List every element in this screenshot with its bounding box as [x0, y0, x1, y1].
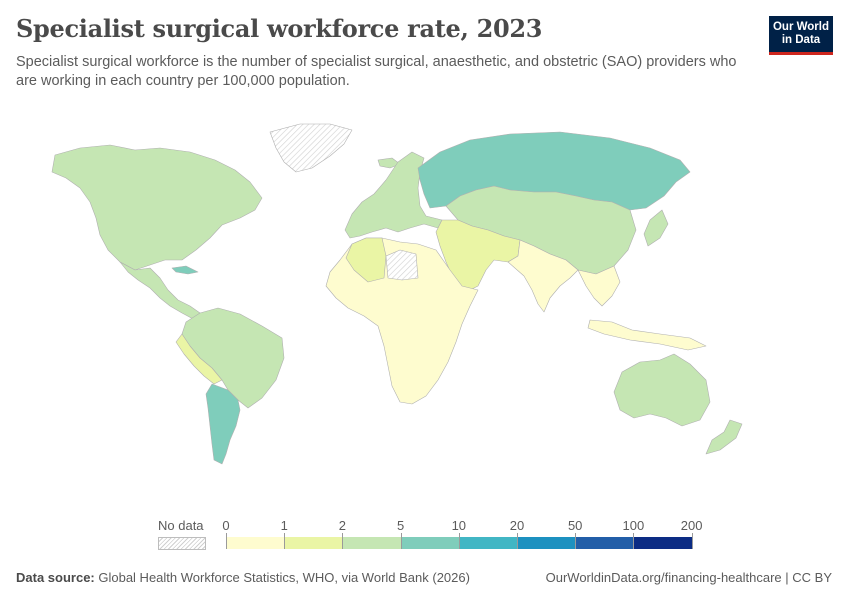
legend-bin[interactable]	[575, 537, 635, 549]
legend-bin[interactable]	[342, 537, 402, 549]
legend-tick	[226, 533, 227, 549]
owid-logo[interactable]: Our World in Data	[769, 16, 833, 55]
map-region-indonesia[interactable]	[587, 319, 707, 351]
map-region-greenland[interactable]	[269, 123, 353, 173]
legend-tick-label: 5	[396, 518, 405, 533]
legend-tick	[284, 533, 286, 549]
legend-tick	[342, 533, 344, 549]
legend-tick-label: 20	[509, 518, 525, 533]
legend-tick-label: 10	[451, 518, 467, 533]
map-region-libya[interactable]	[385, 249, 419, 281]
footer-url[interactable]: OurWorldinData.org/financing-healthcare …	[545, 570, 832, 585]
chart-subtitle: Specialist surgical workforce is the num…	[16, 54, 737, 89]
legend-tick	[458, 533, 460, 549]
map-region-peru-bolivia[interactable]	[175, 333, 223, 385]
legend-bin[interactable]	[284, 537, 344, 549]
map-region-europe[interactable]	[344, 151, 443, 239]
legend-bin[interactable]	[633, 537, 693, 549]
map-region-argentina[interactable]	[205, 383, 241, 465]
map-region-africa[interactable]	[325, 237, 479, 405]
map-region-cuba[interactable]	[171, 265, 199, 275]
legend-tick-label: 100	[622, 518, 645, 533]
map-region-japan[interactable]	[643, 209, 669, 247]
legend-bin[interactable]	[517, 537, 577, 549]
legend-bin[interactable]	[400, 537, 460, 549]
data-source-text: Global Health Workforce Statistics, WHO,…	[94, 570, 470, 585]
legend-bin[interactable]	[226, 537, 286, 549]
map-region-north-america[interactable]	[51, 144, 263, 271]
legend-tick	[517, 533, 518, 549]
legend-bin[interactable]	[458, 537, 518, 549]
legend-tick	[691, 533, 693, 549]
map-region-south-asia[interactable]	[507, 239, 579, 313]
data-source: Data source: Global Health Workforce Sta…	[16, 570, 470, 585]
chart-title: Specialist surgical workforce rate, 2023	[16, 14, 543, 43]
legend-tick-label: 50	[567, 518, 583, 533]
legend-tick	[575, 533, 577, 549]
map-region-middle-east[interactable]	[435, 219, 521, 293]
map-region-australia[interactable]	[613, 353, 711, 427]
legend-no-data-swatch[interactable]	[158, 537, 206, 550]
legend-tick-label: 2	[338, 518, 347, 533]
logo-line-1: Our World	[772, 21, 829, 33]
legend-no-data-label: No data	[158, 518, 204, 533]
map-region-southeast-asia[interactable]	[577, 265, 621, 307]
map-region-new-zealand[interactable]	[705, 419, 743, 455]
data-source-label: Data source:	[16, 570, 95, 585]
logo-line-2: in Data	[781, 34, 821, 46]
world-map[interactable]	[0, 110, 850, 510]
map-region-algeria[interactable]	[345, 237, 387, 283]
legend-tick-label: 1	[280, 518, 288, 533]
legend-tick-label: 200	[680, 518, 703, 533]
legend-tick	[633, 533, 635, 549]
legend-tick-label: 0	[222, 518, 230, 533]
legend-tick	[400, 533, 402, 549]
